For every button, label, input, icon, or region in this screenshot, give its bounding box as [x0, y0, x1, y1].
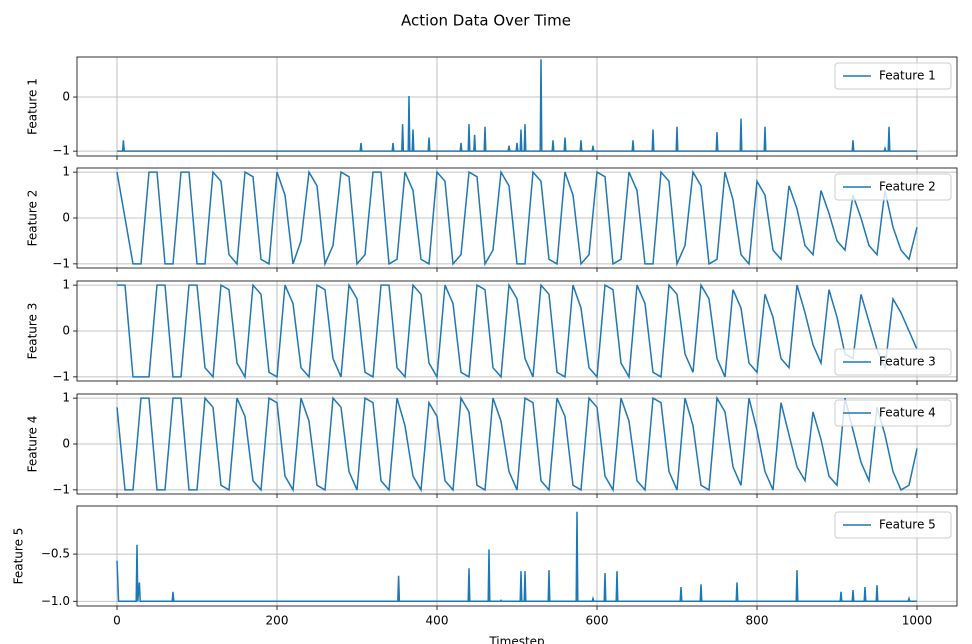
- y-tick-label: 0: [62, 90, 70, 104]
- legend-box: [834, 399, 952, 427]
- axes-frame: [76, 505, 958, 607]
- y-tick-label: −1: [52, 369, 70, 383]
- data-line: [117, 59, 917, 152]
- y-tick-label: 0: [62, 211, 70, 225]
- legend-label: Feature 1: [879, 69, 936, 83]
- legend: Feature 1: [834, 62, 952, 90]
- y-tick-label: 1: [62, 278, 70, 292]
- subplot: −1 0 1 Feature 3 Feature 3: [26, 278, 958, 385]
- y-tick-label: −1: [52, 256, 70, 270]
- y-axis-label: Feature 3: [26, 303, 40, 360]
- plot-area: [77, 57, 957, 156]
- axes-frame: [76, 56, 958, 157]
- y-tick-label: −0.5: [41, 547, 70, 561]
- y-tick-label: −1: [52, 482, 70, 496]
- x-tick-label: 1000: [902, 614, 933, 628]
- y-tick-label: −1: [52, 144, 70, 158]
- subplot: Action Data Over Time −1 0 Feature 1 Feature…: [26, 12, 958, 160]
- legend: Feature 5: [834, 511, 952, 539]
- subplot: 0 200 400 600 800 1000 −1.0 −0.5 Feature 5 Timest…: [12, 505, 958, 644]
- y-axis-label: Feature 1: [26, 78, 40, 135]
- chart-title: Action Data Over Time: [401, 12, 571, 30]
- y-axis-label: Feature 4: [26, 416, 40, 473]
- subplot: −1 0 1 Feature 4 Feature 4: [26, 391, 958, 498]
- x-tick-label: 800: [746, 614, 769, 628]
- legend-label: Feature 5: [879, 518, 936, 532]
- subplot: −1 0 1 Feature 2 Feature 2: [26, 165, 958, 272]
- legend-box: [834, 173, 952, 201]
- legend: Feature 2: [834, 173, 952, 201]
- y-axis-label: Feature 5: [12, 528, 26, 585]
- axes-frame: [76, 393, 958, 495]
- data-line: [117, 282, 918, 380]
- legend-box: [834, 511, 952, 539]
- x-tick-label: 0: [113, 614, 121, 628]
- data-line: [116, 169, 918, 267]
- legend-box: [834, 62, 952, 90]
- data-line: [116, 395, 918, 493]
- legend-label: Feature 3: [879, 355, 936, 369]
- x-tick-label: 400: [426, 614, 449, 628]
- axes-frame: [76, 167, 958, 269]
- y-tick-label: 1: [62, 391, 70, 405]
- y-tick-label: −1.0: [41, 594, 70, 608]
- y-tick-label: 1: [62, 165, 70, 179]
- axes-frame: [76, 280, 958, 382]
- y-tick-label: 0: [62, 437, 70, 451]
- legend: Feature 3: [834, 348, 952, 376]
- data-line: [116, 511, 917, 603]
- x-axis-label: Timestep: [488, 635, 544, 644]
- x-tick-label: 600: [586, 614, 609, 628]
- x-tick-label: 200: [266, 614, 289, 628]
- y-tick-label: 0: [62, 324, 70, 338]
- plot-area: [77, 506, 957, 606]
- legend-label: Feature 4: [879, 406, 936, 420]
- legend-box: [834, 348, 952, 376]
- legend: Feature 4: [834, 399, 952, 427]
- y-axis-label: Feature 2: [26, 190, 40, 247]
- legend-label: Feature 2: [879, 180, 936, 194]
